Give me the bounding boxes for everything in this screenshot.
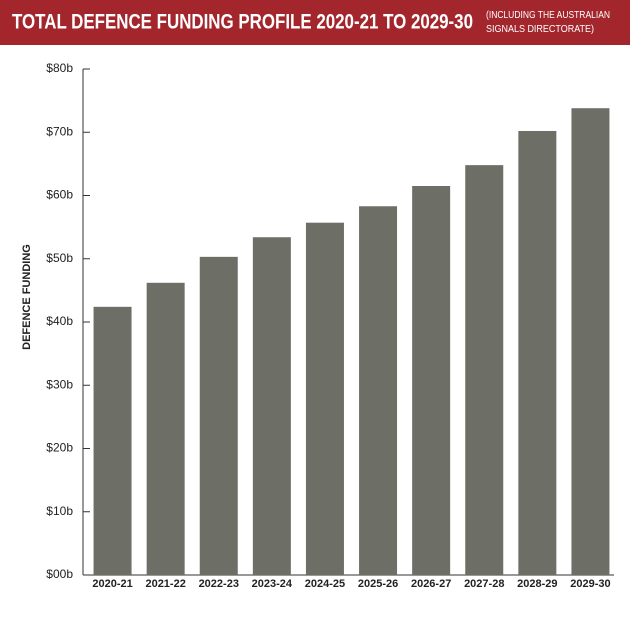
bar xyxy=(412,186,451,575)
y-tick-label: $80b xyxy=(46,61,73,75)
x-tick-label: 2022-23 xyxy=(199,578,239,590)
chart-title: TOTAL DEFENCE FUNDING PROFILE 2020-21 TO… xyxy=(12,11,473,34)
chart-subtitle: (INCLUDING THE AUSTRALIAN xyxy=(486,9,610,21)
bar xyxy=(305,222,344,575)
x-tick-label: 2027-28 xyxy=(464,578,504,590)
bar xyxy=(252,237,291,575)
bar xyxy=(465,165,504,575)
chart-subtitle: SIGNALS DIRECTORATE) xyxy=(486,23,594,35)
x-tick-label: 2024-25 xyxy=(305,578,345,590)
bar xyxy=(146,282,185,575)
x-tick-label: 2026-27 xyxy=(411,578,451,590)
x-tick-label: 2023-24 xyxy=(252,578,293,590)
x-tick-label: 2028-29 xyxy=(517,578,557,590)
y-tick-label: $10b xyxy=(46,504,73,518)
x-tick-label: 2020-21 xyxy=(92,578,132,590)
y-tick-label: $00b xyxy=(46,567,73,581)
y-tick-label: $20b xyxy=(46,441,73,455)
x-tick-label: 2029-30 xyxy=(570,578,610,590)
y-tick-label: $30b xyxy=(46,377,73,391)
header-band xyxy=(0,0,630,45)
bar xyxy=(518,130,557,576)
x-tick-label: 2021-22 xyxy=(145,578,185,590)
bar xyxy=(199,256,238,575)
y-tick-label: $60b xyxy=(46,188,73,202)
x-tick-label: 2025-26 xyxy=(358,578,398,590)
bar xyxy=(359,206,398,575)
y-tick-label: $70b xyxy=(46,124,73,138)
y-tick-label: $40b xyxy=(46,314,73,328)
bar xyxy=(93,306,132,575)
bar xyxy=(571,108,610,575)
y-tick-label: $50b xyxy=(46,251,73,265)
y-axis-label: DEFENCE FUNDING xyxy=(21,244,33,350)
